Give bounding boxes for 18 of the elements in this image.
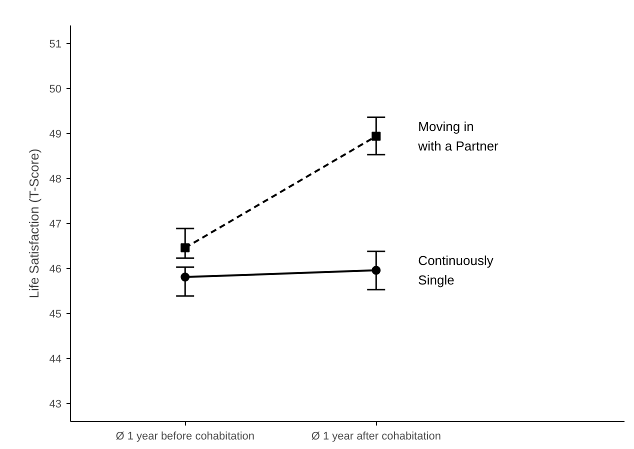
text: Continuously Single [418, 253, 494, 288]
y-tick-label: 49 [49, 128, 62, 140]
x-tick-label: Ø 1 year before cohabitation [116, 430, 255, 442]
y-tick-label: 50 [49, 84, 62, 96]
text: Moving in with a Partner [417, 118, 500, 154]
y-tick-label: 44 [49, 354, 62, 366]
y-axis-title: Life Satisfaction (T-Score) [26, 148, 42, 298]
y-tick-label: 48 [49, 174, 62, 186]
point [372, 266, 381, 275]
point [372, 132, 381, 141]
y-tick-label: 43 [49, 398, 62, 410]
y-tick-label: 47 [49, 218, 62, 230]
point [180, 272, 190, 282]
point [180, 243, 190, 252]
y-tick-label: 45 [49, 308, 62, 320]
y-tick-label: 51 [49, 38, 62, 50]
x-tick-label: Ø 1 year after cohabitation [311, 430, 441, 442]
y-tick-label: 46 [49, 264, 62, 276]
